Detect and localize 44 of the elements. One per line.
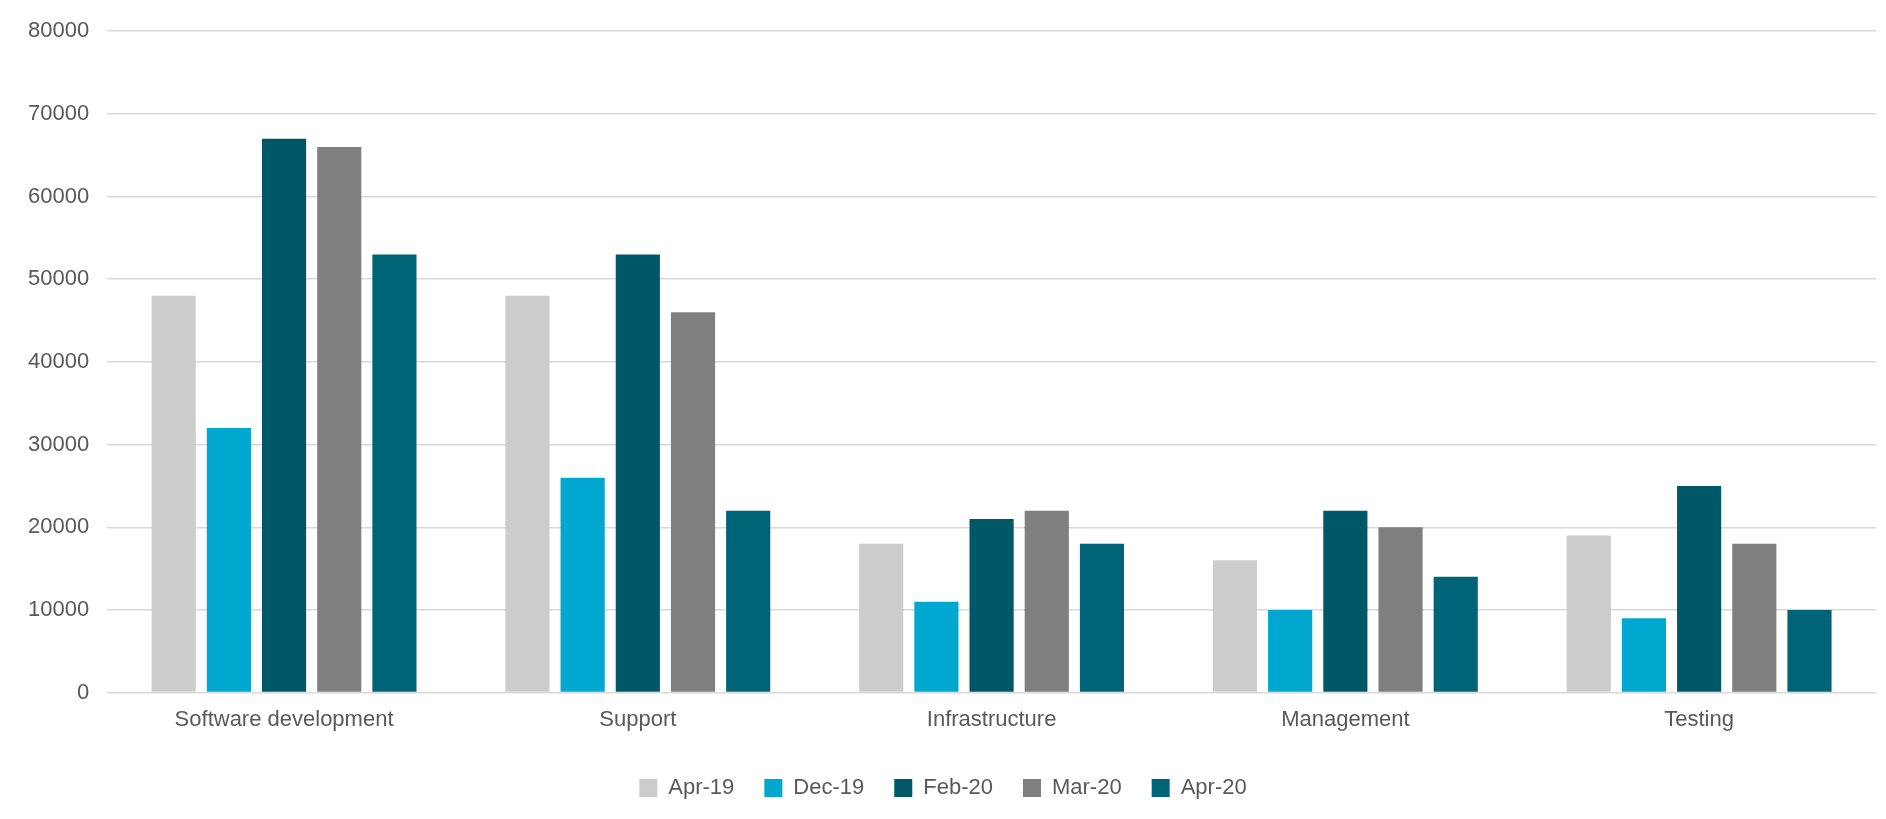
bar [1787, 609, 1832, 692]
legend-label: Dec-19 [793, 774, 865, 800]
x-tick-label: Infrastructure [926, 705, 1057, 731]
bar [1212, 560, 1258, 692]
bar [670, 312, 716, 692]
y-tick-label: 50000 [27, 265, 90, 291]
bar [1024, 510, 1069, 692]
bar [1433, 576, 1478, 692]
y-tick-label: 60000 [27, 182, 90, 208]
bar [1268, 609, 1313, 692]
legend-label: Apr-19 [668, 774, 735, 800]
bar [261, 138, 307, 692]
bar [1079, 543, 1125, 692]
x-tick-label: Testing [1664, 705, 1734, 731]
x-tick-label: Management [1281, 705, 1410, 731]
x-tick-label: Support [599, 705, 677, 731]
bar [560, 477, 605, 692]
y-tick-label: 70000 [27, 99, 90, 125]
legend-label: Mar-20 [1051, 774, 1122, 800]
bar [372, 254, 417, 692]
bar [859, 543, 904, 692]
bar [914, 601, 959, 692]
x-tick-label: Software development [174, 705, 394, 731]
bar [317, 146, 362, 692]
bar [1621, 618, 1667, 692]
bar [1677, 485, 1722, 692]
bar [1732, 543, 1777, 692]
y-tick-label: 0 [76, 678, 90, 704]
y-tick-label: 80000 [27, 17, 90, 43]
bar [969, 518, 1014, 692]
y-tick-label: 20000 [27, 513, 90, 539]
y-tick-label: 10000 [27, 595, 90, 621]
bar [1323, 510, 1368, 692]
bar [1378, 527, 1423, 692]
bar [206, 428, 251, 692]
bar [1566, 535, 1611, 692]
y-tick-label: 40000 [27, 347, 90, 373]
legend-label: Apr-20 [1180, 774, 1247, 800]
legend-label: Feb-20 [923, 774, 993, 800]
bar [615, 254, 660, 692]
bar [726, 510, 771, 692]
bar [505, 295, 550, 692]
y-tick-label: 30000 [27, 430, 90, 456]
bar [151, 295, 196, 692]
